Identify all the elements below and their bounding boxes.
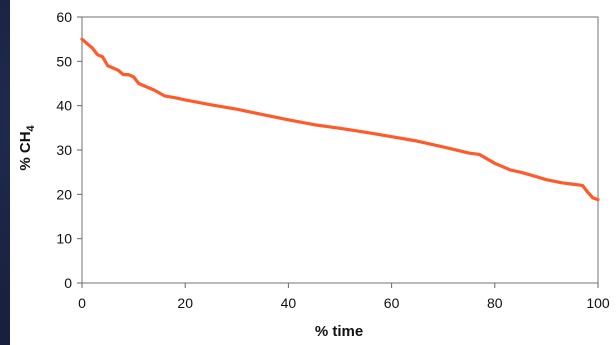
- x-tick-label: 0: [78, 295, 86, 311]
- y-tick-label: 20: [56, 186, 72, 202]
- y-tick-label: 50: [56, 53, 72, 69]
- y-tick-label: 0: [64, 275, 72, 291]
- y-axis-title: % CH4: [17, 124, 37, 170]
- plot-frame: [81, 16, 599, 284]
- x-axis-title: % time: [315, 323, 363, 340]
- y-axis-title-main: % CH: [17, 131, 34, 170]
- y-tick-label: 60: [56, 9, 72, 25]
- series-line: [80, 37, 600, 202]
- y-tick-label: 30: [56, 142, 72, 158]
- x-tick-label: 80: [487, 295, 503, 311]
- tick-labels: 0 10 20 30 40 50 60 0 20 40 60 80 100: [56, 9, 609, 311]
- x-tick-label: 100: [586, 295, 610, 311]
- x-tick-label: 20: [177, 295, 193, 311]
- y-tick-label: 40: [56, 98, 72, 114]
- x-tick-label: 40: [281, 295, 297, 311]
- x-tick-label: 60: [384, 295, 400, 311]
- series-layer: [80, 37, 600, 202]
- y-axis-title-subscript: 4: [25, 124, 37, 131]
- axes: [77, 16, 599, 288]
- y-tick-label: 10: [56, 231, 72, 247]
